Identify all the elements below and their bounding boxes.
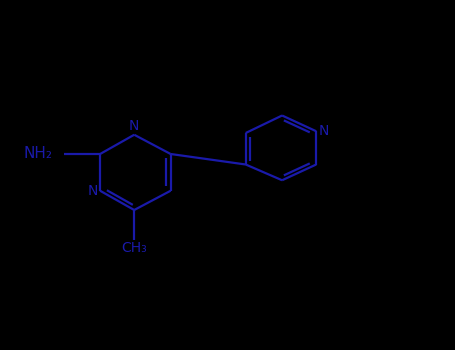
Text: NH₂: NH₂ — [23, 147, 52, 161]
Text: N: N — [87, 184, 98, 198]
Text: N: N — [129, 119, 139, 133]
Text: N: N — [318, 124, 329, 138]
Text: CH₃: CH₃ — [121, 241, 147, 255]
